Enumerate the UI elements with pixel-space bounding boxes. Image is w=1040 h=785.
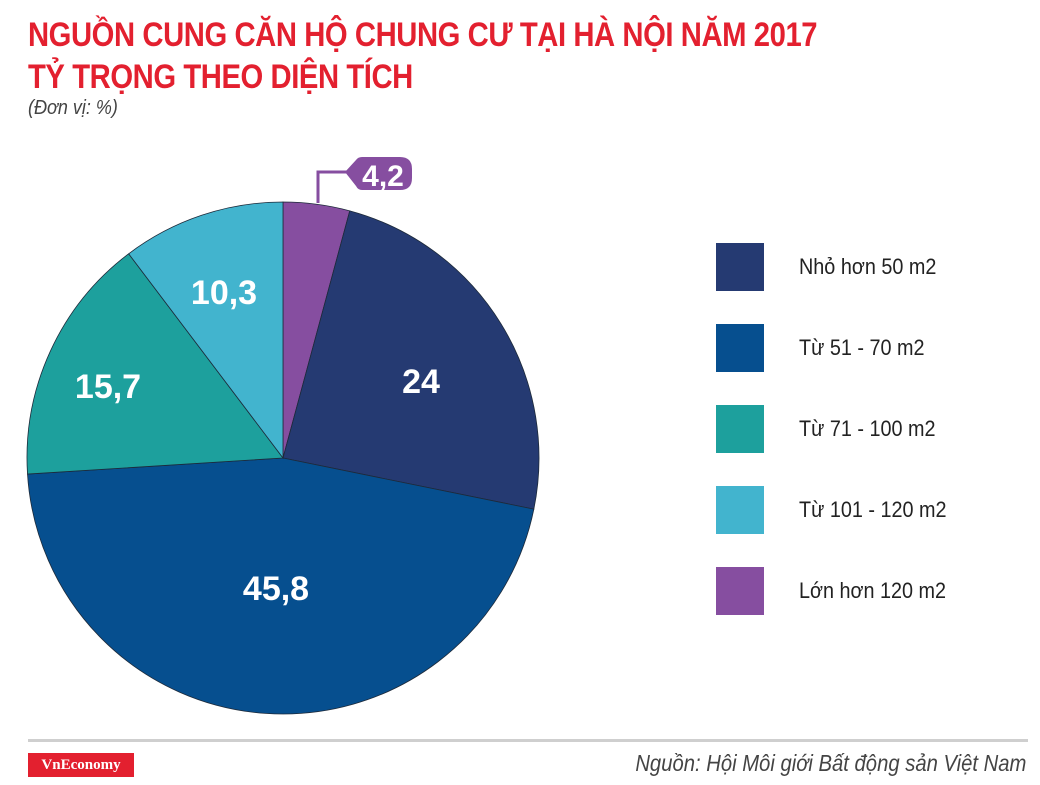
legend-swatch — [716, 323, 764, 372]
pie-slice-3 — [128, 201, 284, 460]
legend-item-51-70: Từ 51 - 70 m2 — [716, 307, 963, 388]
legend-swatch — [716, 242, 764, 291]
title-line-1: NGUỒN CUNG CĂN HỘ CHUNG CƯ TẠI HÀ NỘI NĂ… — [28, 16, 818, 54]
legend-item-71-100: Từ 71 - 100 m2 — [716, 388, 963, 469]
callout-4-2: 4,2 — [316, 157, 412, 203]
slice-label-lon-hon-120: 4,2 — [362, 160, 404, 193]
legend-label: Nhỏ hơn 50 m2 — [799, 253, 937, 279]
pie-slice-2 — [26, 253, 284, 475]
legend-swatch — [716, 404, 764, 453]
legend-item-101-120: Từ 101 - 120 m2 — [716, 469, 963, 550]
legend-swatch — [716, 485, 764, 534]
unit-label: (Đơn vị: %) — [28, 97, 118, 119]
legend-label: Từ 71 - 100 m2 — [799, 415, 936, 441]
legend-label: Lớn hơn 120 m2 — [799, 577, 947, 603]
pie-slice-1 — [27, 457, 535, 715]
legend: Nhỏ hơn 50 m2 Từ 51 - 70 m2 Từ 71 - 100 … — [716, 226, 963, 631]
legend-item-nho-hon-50: Nhỏ hơn 50 m2 — [716, 226, 963, 307]
source-note: Nguồn: Hội Môi giới Bất động sản Việt Na… — [634, 750, 1026, 776]
chart-title: NGUỒN CUNG CĂN HỘ CHUNG CƯ TẠI HÀ NỘI NĂ… — [28, 14, 818, 98]
slice-label-71-100: 15,7 — [75, 368, 141, 406]
legend-label: Từ 51 - 70 m2 — [799, 334, 925, 360]
slice-label-101-120: 10,3 — [191, 274, 257, 312]
slice-label-nho-hon-50: 24 — [402, 363, 440, 401]
footer-divider — [28, 739, 1028, 742]
slice-label-51-70: 45,8 — [243, 570, 309, 608]
legend-swatch — [716, 566, 764, 615]
legend-item-lon-hon-120: Lớn hơn 120 m2 — [716, 550, 963, 631]
legend-label: Từ 101 - 120 m2 — [799, 496, 947, 522]
brand-logo: VnEconomy — [28, 753, 134, 777]
title-line-2: TỶ TRỌNG THEO DIỆN TÍCH — [28, 58, 413, 96]
pie-slice-0 — [282, 210, 540, 510]
